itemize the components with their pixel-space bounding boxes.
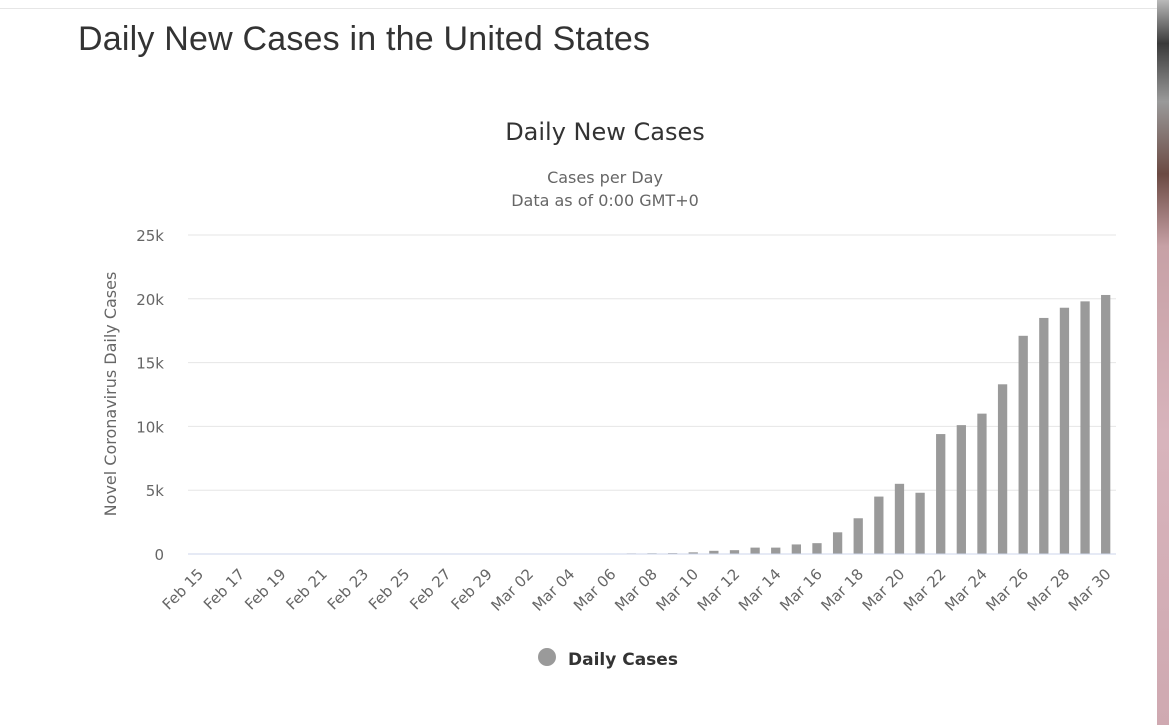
x-tick-label-feb-17: Feb 17 [200,565,248,613]
x-tick-label-mar-30: Mar 30 [1065,565,1115,615]
top-border [0,8,1157,9]
y-tick-label-5k: 5k [146,482,165,500]
window-edge [1157,0,1169,725]
bar-mar-16 [812,543,822,554]
y-tick-label-10k: 10k [136,418,164,436]
x-tick-label-feb-23: Feb 23 [324,565,372,613]
x-tick-label-mar-08: Mar 08 [611,565,661,615]
bar-mar-25 [997,384,1008,554]
y-tick-label-20k: 20k [136,291,164,309]
bar-mar-22 [936,434,946,554]
x-tick-label-mar-20: Mar 20 [859,565,909,615]
chart-title: Daily New Cases [505,118,705,146]
bar-mar-27 [1039,317,1049,554]
chart-subtitle-line-2: Data as of 0:00 GMT+0 [511,191,699,210]
x-tick-label-mar-26: Mar 26 [982,565,1032,615]
x-tick-label-mar-10: Mar 10 [652,565,702,615]
bar-series [482,294,1111,554]
y-axis-label: Novel Coronavirus Daily Cases [101,272,120,517]
y-tick-label-15k: 15k [136,355,164,373]
x-tick-label-mar-24: Mar 24 [941,565,991,615]
bar-mar-20 [894,483,905,554]
x-tick-label-feb-21: Feb 21 [282,565,330,613]
bar-mar-13 [750,547,760,554]
bar-mar-11 [709,550,719,554]
bar-mar-24 [977,413,987,554]
y-axis-ticks: 0 5k 10k 15k 20k 25k [136,227,164,564]
bar-mar-23 [956,425,966,554]
x-tick-label-feb-27: Feb 27 [406,565,454,613]
x-tick-label-mar-18: Mar 18 [817,565,867,615]
x-tick-label-mar-28: Mar 28 [1024,565,1074,615]
x-tick-label-mar-22: Mar 22 [900,565,950,615]
x-tick-label-feb-25: Feb 25 [365,565,413,613]
bar-mar-30 [1101,294,1111,554]
bar-mar-15 [791,544,801,554]
x-tick-label-mar-12: Mar 12 [694,565,744,615]
bar-mar-18 [853,518,863,554]
bar-mar-21 [915,492,925,554]
y-tick-label-0: 0 [154,546,164,564]
x-tick-label-mar-16: Mar 16 [776,565,826,615]
chart-subtitle-line-1: Cases per Day [547,168,663,187]
bar-mar-14 [771,547,781,554]
bar-mar-29 [1080,301,1090,554]
x-tick-label-feb-19: Feb 19 [241,565,289,613]
bar-mar-17 [832,532,843,554]
legend-label-daily-cases[interactable]: Daily Cases [568,650,678,670]
x-tick-label-mar-14: Mar 14 [735,565,785,615]
bar-mar-19 [874,496,884,554]
bar-mar-10 [688,552,698,554]
legend[interactable]: Daily Cases [538,648,678,670]
bar-mar-28 [1059,307,1070,554]
x-tick-label-mar-04: Mar 04 [529,565,579,615]
bar-mar-26 [1018,335,1028,554]
x-tick-label-feb-29: Feb 29 [447,565,495,613]
y-tick-label-25k: 25k [136,227,164,245]
x-tick-label-feb-15: Feb 15 [159,565,207,613]
x-tick-label-mar-02: Mar 02 [487,565,537,615]
legend-marker[interactable] [538,648,556,666]
page-title: Daily New Cases in the United States [78,20,651,58]
grid-lines [188,234,1116,491]
bar-mar-12 [729,550,740,554]
x-tick-label-mar-06: Mar 06 [570,565,620,615]
